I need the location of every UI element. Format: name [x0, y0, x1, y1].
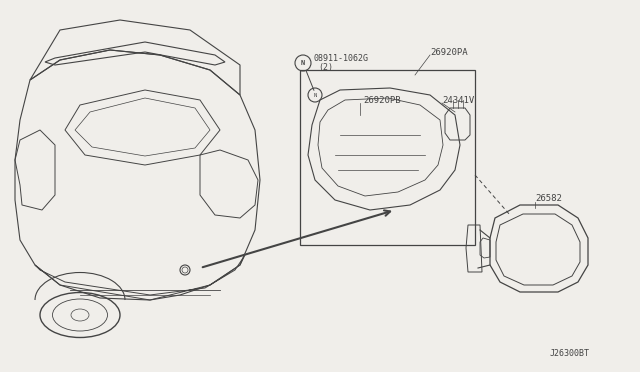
Text: 26920PB: 26920PB — [363, 96, 401, 105]
Text: 26582: 26582 — [535, 193, 562, 202]
Text: J26300BT: J26300BT — [550, 349, 590, 358]
Text: 24341V: 24341V — [442, 96, 474, 105]
Text: 26920PA: 26920PA — [430, 48, 468, 57]
Text: 08911-1062G: 08911-1062G — [314, 54, 369, 62]
Bar — [300, 70, 475, 245]
Text: N: N — [301, 60, 305, 66]
Text: (2): (2) — [318, 63, 333, 72]
Text: N: N — [314, 93, 317, 97]
